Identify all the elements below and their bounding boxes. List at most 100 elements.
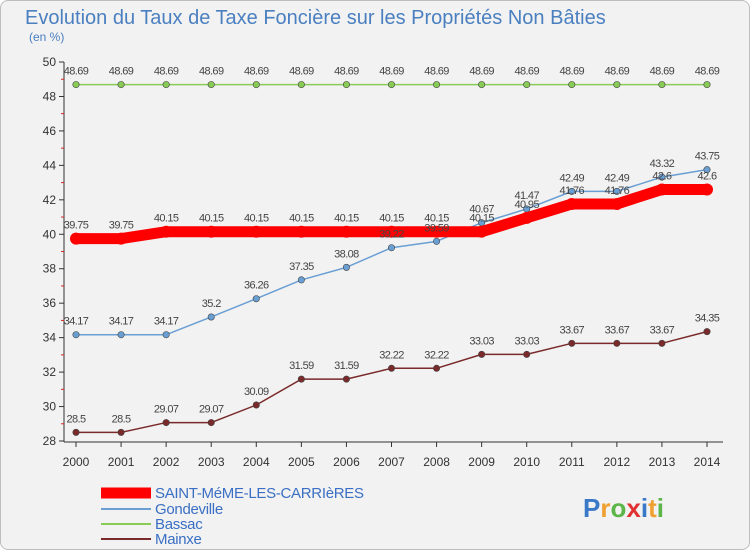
y-tick-label: 50	[43, 55, 57, 69]
data-label-mainxe: 28.5	[66, 413, 85, 425]
data-label-gondeville: 38.08	[334, 248, 359, 260]
data-label-gondeville: 39.59	[424, 222, 449, 234]
data-label-gondeville: 40.67	[469, 204, 494, 216]
data-point-gondeville	[252, 295, 260, 303]
data-point-gondeville	[162, 331, 170, 339]
x-tick-label: 2001	[108, 455, 135, 469]
data-point-gondeville	[703, 166, 711, 174]
data-label-mainxe: 32.22	[424, 349, 449, 361]
legend-label-mainxe: Mainxe	[155, 531, 202, 548]
data-label-saint-meme: 41.76	[605, 185, 630, 197]
data-label-mainxe: 33.67	[560, 324, 585, 336]
y-tick-label: 46	[43, 124, 57, 138]
data-label-gondeville: 43.32	[650, 158, 675, 170]
data-point-saint-meme	[520, 211, 533, 224]
data-label-gondeville: 42.49	[605, 172, 630, 184]
data-point-gondeville	[613, 187, 621, 195]
series-line-mainxe	[76, 330, 708, 434]
data-point-saint-meme	[340, 225, 353, 238]
data-point-bassac	[297, 81, 305, 89]
data-label-bassac: 48.69	[109, 66, 134, 78]
data-label-gondeville: 39.22	[379, 229, 404, 241]
data-point-gondeville	[387, 244, 395, 252]
data-label-mainxe: 29.07	[199, 404, 224, 416]
data-point-saint-meme	[70, 232, 82, 245]
data-point-gondeville	[72, 331, 80, 339]
data-point-bassac	[613, 81, 621, 89]
data-point-gondeville	[207, 313, 215, 321]
data-point-saint-meme	[475, 225, 488, 238]
data-point-bassac	[387, 81, 395, 89]
legend-label-gondeville: Gondeville	[155, 501, 223, 518]
x-tick-label: 2004	[243, 455, 270, 469]
data-label-gondeville: 34.17	[154, 316, 179, 328]
data-label-bassac: 48.69	[424, 66, 449, 78]
data-label-mainxe: 29.07	[154, 404, 179, 416]
x-tick-label: 2013	[649, 455, 676, 469]
data-point-saint-meme	[701, 183, 713, 196]
data-point-gondeville	[117, 331, 125, 339]
data-label-bassac: 48.69	[244, 66, 269, 78]
x-tick-label: 2002	[153, 455, 180, 469]
y-tick-label: 32	[43, 365, 57, 379]
x-tick-label: 2003	[198, 455, 225, 469]
data-point-mainxe	[478, 350, 486, 358]
x-tick-label: 2005	[288, 455, 315, 469]
data-label-saint-meme: 40.15	[244, 213, 269, 225]
data-point-saint-meme	[250, 225, 263, 238]
data-point-bassac	[523, 81, 531, 89]
data-label-saint-meme: 40.15	[334, 213, 359, 225]
data-label-mainxe: 33.67	[650, 324, 675, 336]
data-point-saint-meme	[655, 183, 668, 196]
data-point-saint-meme	[115, 232, 128, 245]
data-label-bassac: 48.69	[560, 66, 585, 78]
data-label-saint-meme: 39.75	[64, 220, 89, 232]
data-label-mainxe: 28.5	[112, 413, 131, 425]
series-layer	[70, 81, 713, 436]
legend-label-saint-meme: SAINT-MéME-LES-CARRIèRES	[155, 485, 364, 502]
logo-text: Proxiti	[583, 493, 664, 523]
y-tick-label: 48	[43, 89, 57, 103]
data-label-saint-meme: 40.15	[289, 213, 314, 225]
y-tick-label: 44	[43, 158, 57, 172]
data-label-mainxe: 33.67	[605, 324, 630, 336]
proxiti-logo: Proxiti	[583, 493, 664, 523]
data-label-bassac: 48.69	[199, 66, 224, 78]
data-label-mainxe: 34.35	[695, 313, 720, 325]
data-label-gondeville: 37.35	[289, 261, 314, 273]
data-point-mainxe	[568, 339, 576, 347]
data-point-bassac	[433, 81, 441, 89]
data-point-gondeville	[568, 187, 576, 195]
data-label-mainxe: 31.59	[289, 360, 314, 372]
data-point-saint-meme	[565, 197, 578, 210]
data-point-bassac	[252, 81, 260, 89]
data-point-mainxe	[297, 375, 305, 383]
x-tick-label: 2012	[604, 455, 631, 469]
data-point-bassac	[72, 81, 80, 89]
y-tick-label: 34	[43, 331, 57, 345]
data-label-mainxe: 33.03	[514, 335, 539, 347]
data-point-gondeville	[658, 173, 666, 181]
data-label-saint-meme: 40.15	[469, 213, 494, 225]
data-label-bassac: 48.69	[695, 66, 720, 78]
data-label-bassac: 48.69	[469, 66, 494, 78]
data-point-bassac	[207, 81, 215, 89]
data-point-saint-meme	[205, 225, 218, 238]
data-label-saint-meme: 39.75	[109, 220, 134, 232]
data-label-bassac: 48.69	[379, 66, 404, 78]
data-label-mainxe: 33.03	[469, 335, 494, 347]
data-point-saint-meme	[160, 225, 173, 238]
legend: SAINT-MéME-LES-CARRIèRESGondevilleBassac…	[101, 485, 364, 548]
data-point-mainxe	[613, 339, 621, 347]
data-point-bassac	[658, 81, 666, 89]
data-point-mainxe	[658, 339, 666, 347]
x-tick-label: 2011	[559, 455, 585, 469]
data-label-saint-meme: 40.95	[514, 199, 539, 211]
data-label-saint-meme: 40.15	[424, 213, 449, 225]
data-point-bassac	[568, 81, 576, 89]
data-label-bassac: 48.69	[650, 66, 675, 78]
data-label-mainxe: 31.59	[334, 360, 359, 372]
data-point-saint-meme	[295, 225, 308, 238]
data-point-saint-meme	[610, 197, 623, 210]
